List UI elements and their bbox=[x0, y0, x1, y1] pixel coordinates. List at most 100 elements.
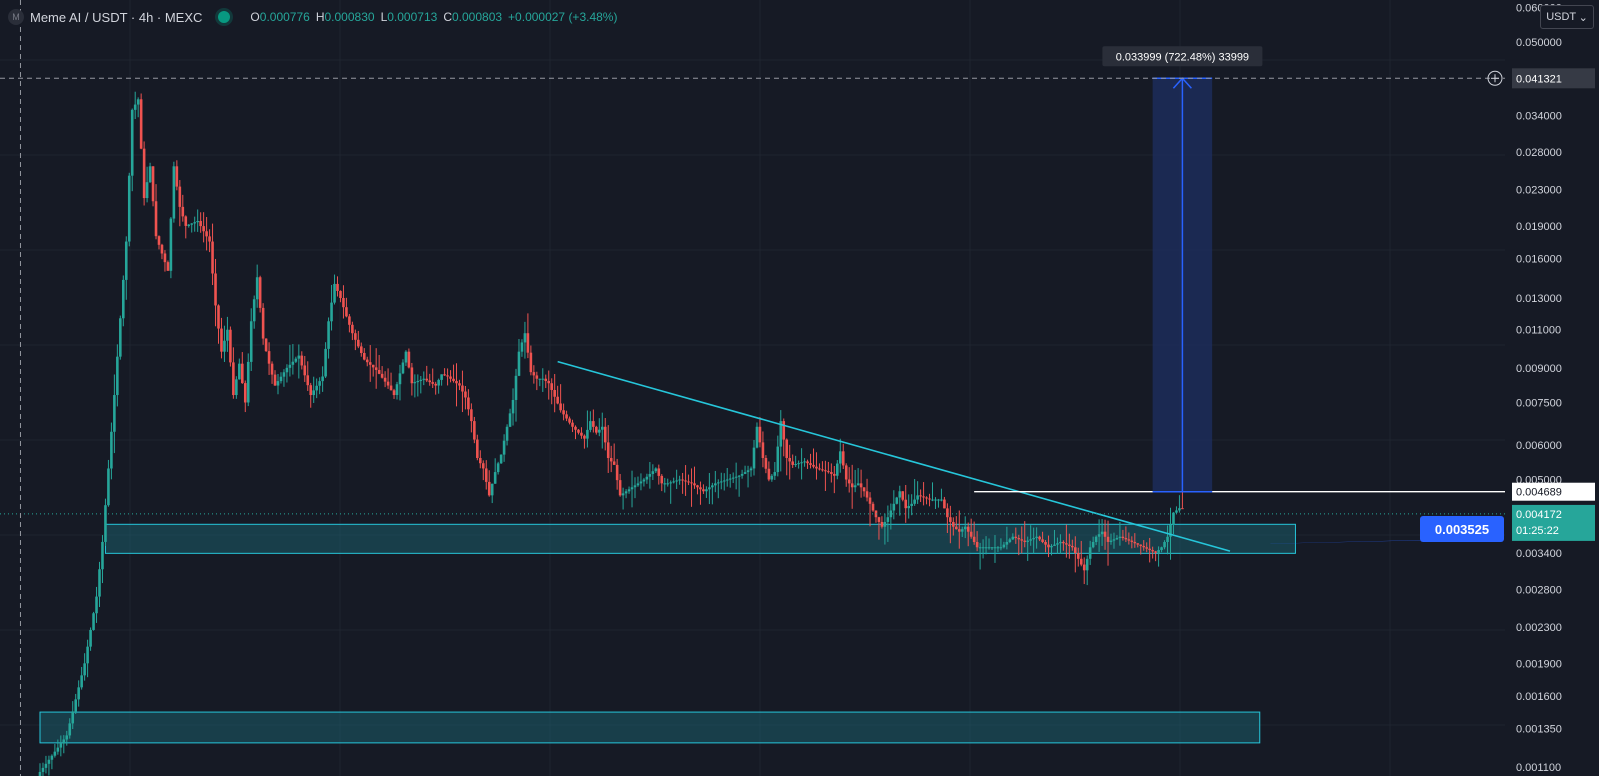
candle-body bbox=[493, 472, 497, 484]
candle-body bbox=[104, 505, 107, 542]
candle-body bbox=[966, 526, 970, 532]
candle-body bbox=[690, 482, 693, 484]
candle-body bbox=[636, 483, 640, 486]
candle-body bbox=[800, 462, 803, 464]
candle-body bbox=[452, 378, 455, 382]
candle-body bbox=[1175, 510, 1178, 513]
candle-body bbox=[612, 461, 616, 465]
low-value: 0.000713 bbox=[387, 10, 438, 24]
candle-body bbox=[226, 329, 229, 341]
candle-body bbox=[841, 451, 845, 466]
candle-body bbox=[949, 517, 952, 522]
callout-box bbox=[1420, 516, 1504, 542]
candle-body bbox=[684, 480, 687, 482]
candle-body bbox=[502, 440, 506, 455]
candle-body bbox=[220, 328, 223, 352]
candle-body bbox=[618, 480, 622, 496]
descending-trendline bbox=[557, 360, 1231, 552]
market-status-icon bbox=[218, 11, 231, 23]
candle-body bbox=[508, 413, 512, 427]
candle-body bbox=[47, 759, 51, 764]
candle-body bbox=[241, 363, 244, 384]
candle-body bbox=[767, 468, 771, 480]
candle-body bbox=[1020, 539, 1024, 541]
last-price-label: 0.004172 bbox=[1516, 509, 1562, 521]
candle-body bbox=[223, 340, 226, 352]
candle-body bbox=[666, 483, 670, 485]
candle-body bbox=[791, 461, 794, 465]
candle-body bbox=[214, 273, 217, 306]
candle-body bbox=[809, 463, 812, 465]
candle-body bbox=[196, 220, 199, 223]
candle-body bbox=[184, 216, 188, 226]
candle-body bbox=[877, 517, 881, 522]
candle-body bbox=[615, 464, 619, 481]
candle-body bbox=[95, 596, 98, 614]
candle-body bbox=[285, 367, 289, 373]
candle-body bbox=[368, 362, 372, 365]
candle-body bbox=[461, 385, 464, 392]
candle-body bbox=[160, 244, 164, 254]
candle-body bbox=[880, 521, 884, 527]
candle-body bbox=[633, 485, 637, 488]
candle-body bbox=[467, 397, 470, 410]
candle-body bbox=[315, 385, 318, 391]
candle-body bbox=[1062, 541, 1065, 544]
candle-body bbox=[261, 307, 265, 339]
candle-body bbox=[728, 478, 732, 480]
candle-body bbox=[249, 321, 253, 362]
candle-body bbox=[868, 497, 872, 504]
candle-body bbox=[324, 348, 327, 377]
candle-body bbox=[41, 767, 45, 772]
candle-body bbox=[514, 375, 518, 400]
candle-body bbox=[365, 359, 369, 363]
candle-body bbox=[818, 468, 821, 470]
candle-body bbox=[856, 483, 860, 486]
candle-body bbox=[205, 231, 208, 237]
symbol-title[interactable]: Meme AI / USDT · 4h · MEXC bbox=[30, 9, 203, 25]
candle-body bbox=[603, 426, 607, 443]
candle-body bbox=[1160, 547, 1163, 551]
candle-body bbox=[258, 277, 262, 308]
candle-body bbox=[1151, 550, 1154, 552]
resistance-price-badge bbox=[1512, 482, 1595, 501]
candle-body bbox=[1023, 540, 1027, 542]
candle-body bbox=[776, 446, 780, 473]
candle-body bbox=[401, 362, 405, 374]
price-tick-label: 0.019000 bbox=[1516, 221, 1562, 233]
candle-body bbox=[535, 375, 539, 379]
candle-body bbox=[925, 497, 928, 499]
candle-body bbox=[1148, 548, 1151, 551]
price-tick-label: 0.001350 bbox=[1516, 723, 1562, 735]
candle-body bbox=[208, 236, 211, 242]
measure-label-bg bbox=[1102, 46, 1263, 67]
candle-body bbox=[371, 364, 375, 368]
candle-body bbox=[110, 431, 113, 469]
candle-body bbox=[163, 253, 167, 263]
candle-body bbox=[1145, 547, 1148, 549]
currency-select-button[interactable]: USDT ⌄ bbox=[1540, 5, 1594, 29]
add-alert-icon[interactable] bbox=[1487, 70, 1503, 86]
candle-body bbox=[824, 470, 827, 472]
candle-body bbox=[743, 472, 747, 474]
candle-body bbox=[321, 376, 324, 382]
candle-body bbox=[80, 675, 83, 688]
candle-body bbox=[1121, 536, 1125, 539]
candle-body bbox=[761, 442, 765, 458]
candle-body bbox=[270, 363, 274, 375]
candle-body bbox=[755, 426, 759, 448]
candle-body bbox=[1109, 540, 1113, 542]
candle-body bbox=[972, 536, 976, 542]
candle-body bbox=[853, 485, 857, 488]
candle-body bbox=[895, 497, 899, 504]
candle-body bbox=[145, 182, 149, 199]
candle-body bbox=[862, 487, 866, 492]
candle-body bbox=[794, 464, 797, 466]
candle-body bbox=[1038, 536, 1041, 540]
candle-body bbox=[98, 569, 101, 597]
candle-body bbox=[443, 374, 446, 376]
candle-body bbox=[235, 379, 238, 396]
candle-body bbox=[1154, 551, 1157, 553]
candle-body bbox=[481, 463, 485, 469]
